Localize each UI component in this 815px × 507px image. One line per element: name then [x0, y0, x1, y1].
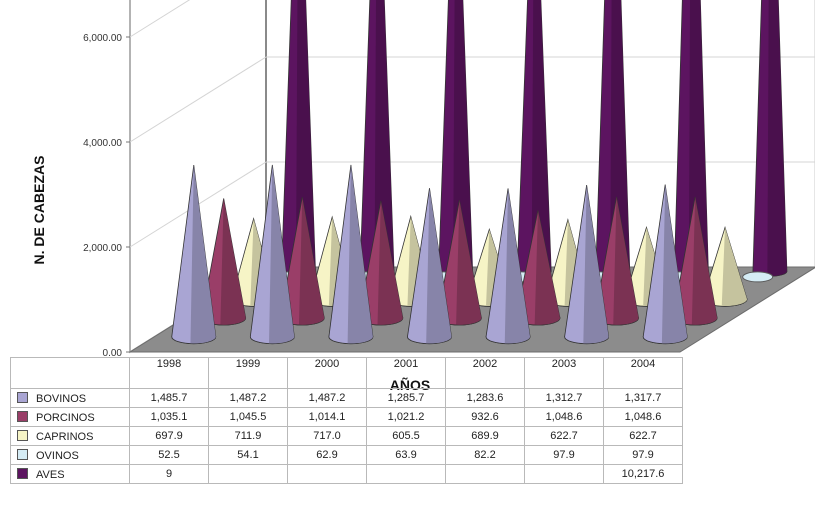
value-cell: 1,021.2	[366, 407, 446, 427]
value-cell: 10,217.6	[603, 464, 683, 484]
value-cell: 1,312.7	[524, 388, 604, 408]
value-cell: 1,487.2	[208, 388, 288, 408]
value-cell: 717.0	[287, 426, 367, 446]
value-cell: 63.9	[366, 445, 446, 465]
value-cell: 622.7	[524, 426, 604, 446]
value-cell	[445, 464, 525, 484]
cone-bovinos-1999	[249, 164, 295, 345]
data-table: 1998 1999 2000 2001 2002 2003 2004 BOVIN…	[10, 357, 683, 484]
value-cell: 1,487.2	[287, 388, 367, 408]
value-cell: 1,014.1	[287, 407, 367, 427]
cone-bovinos-1998	[171, 165, 217, 345]
value-cell: 1,285.7	[366, 388, 446, 408]
series-label-bovinos: BOVINOS	[36, 392, 87, 405]
value-cell: 52.5	[129, 445, 209, 465]
value-cell: 9	[129, 464, 209, 484]
table-row-bovinos: BOVINOS 1,485.7 1,487.2 1,487.2 1,285.7 …	[10, 388, 683, 408]
cone-bovinos-2001	[407, 188, 452, 345]
value-cell: 689.9	[445, 426, 525, 446]
value-cell: 97.9	[524, 445, 604, 465]
y-tick-label: 4,000.00	[83, 138, 122, 149]
cone-bovinos-2003	[564, 185, 610, 345]
value-cell: 1,048.6	[524, 407, 604, 427]
value-cell: 1,035.1	[129, 407, 209, 427]
y-tick-label: 2,000.00	[83, 243, 122, 254]
value-cell	[208, 464, 288, 484]
swatch-ovinos	[17, 448, 28, 460]
table-row-porcinos: PORCINOS 1,035.1 1,045.5 1,014.1 1,021.2…	[10, 407, 683, 427]
swatch-aves	[17, 467, 28, 479]
year-2000: 2000	[287, 357, 367, 389]
value-cell: 622.7	[603, 426, 683, 446]
cone-bovinos-2000	[328, 164, 374, 345]
cone-porcinos-1999	[279, 197, 325, 326]
value-cell: 97.9	[603, 445, 683, 465]
series-label-ovinos: OVINOS	[36, 449, 79, 462]
series-label-aves: AVES	[36, 468, 65, 481]
table-row-ovinos: OVINOS 52.5 54.1 62.9 63.9 82.2 97.9 97.…	[10, 445, 683, 465]
value-cell: 1,048.6	[603, 407, 683, 427]
year-2003: 2003	[524, 357, 604, 389]
value-cell	[524, 464, 604, 484]
cone-caprinos-2004	[702, 226, 748, 307]
cone-bovinos-2004	[642, 184, 688, 345]
year-2004: 2004	[603, 357, 683, 389]
swatch-caprinos	[17, 429, 28, 441]
value-cell: 1,283.6	[445, 388, 525, 408]
series-label-caprinos: CAPRINOS	[36, 430, 94, 443]
y-tick-label: 0.00	[103, 348, 123, 359]
value-cell: 697.9	[129, 426, 209, 446]
y-tick-label: 6,000.00	[83, 33, 122, 44]
year-2001: 2001	[366, 357, 446, 389]
value-cell	[287, 464, 367, 484]
value-cell: 1,317.7	[603, 388, 683, 408]
table-row-caprinos: CAPRINOS 697.9 711.9 717.0 605.5 689.9 6…	[10, 426, 683, 446]
value-cell: 62.9	[287, 445, 367, 465]
year-1999: 1999	[208, 357, 288, 389]
y-axis-ticks: 0.002,000.004,000.006,000.008,000.0010,0…	[83, 33, 123, 359]
year-1998: 1998	[129, 357, 209, 389]
gridline-side	[129, 0, 191, 38]
table-corner	[10, 357, 130, 389]
value-cell: 54.1	[208, 445, 288, 465]
value-cell: 711.9	[208, 426, 288, 446]
gridline-side	[129, 56, 267, 143]
cone-marks	[171, 0, 788, 345]
y-axis-label: N. DE CABEZAS	[31, 156, 47, 265]
cone-porcinos-2003	[594, 196, 639, 326]
cone-ovinos-2004	[742, 271, 774, 283]
cone-bovinos-2002	[485, 188, 531, 345]
value-cell: 605.5	[366, 426, 446, 446]
year-2002: 2002	[445, 357, 525, 389]
value-cell: 932.6	[445, 407, 525, 427]
year-header-row: 1998 1999 2000 2001 2002 2003 2004	[10, 357, 683, 389]
value-cell: 82.2	[445, 445, 525, 465]
value-cell	[366, 464, 446, 484]
value-cell: 1,045.5	[208, 407, 288, 427]
swatch-bovinos	[17, 391, 28, 403]
series-label-porcinos: PORCINOS	[36, 411, 95, 424]
value-cell: 1,485.7	[129, 388, 209, 408]
table-row-aves: AVES 9 10,217.6	[10, 464, 683, 484]
swatch-porcinos	[17, 410, 28, 422]
